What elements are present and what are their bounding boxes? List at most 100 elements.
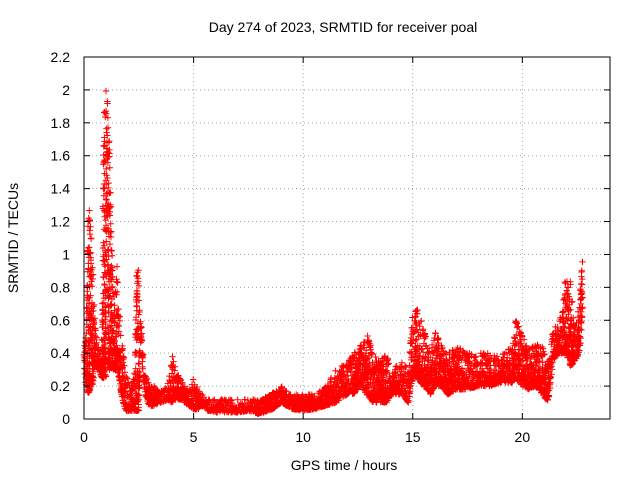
data-point-marker xyxy=(125,379,132,386)
y-tick-label: 0.6 xyxy=(51,312,71,328)
data-point-marker xyxy=(518,340,525,347)
data-point-marker xyxy=(121,369,129,376)
data-point-marker xyxy=(171,363,179,370)
y-tick-label: 2.2 xyxy=(51,49,71,65)
data-point-marker xyxy=(113,263,121,270)
data-point-marker xyxy=(560,308,568,316)
data-point-marker xyxy=(113,291,120,298)
data-point-marker xyxy=(85,341,93,349)
data-point-marker xyxy=(539,359,546,366)
data-point-marker xyxy=(104,132,111,139)
data-point-marker xyxy=(512,341,520,349)
data-point-marker xyxy=(107,228,115,235)
y-tick-label: 1 xyxy=(62,246,70,262)
data-point-marker xyxy=(86,359,93,367)
data-point-marker xyxy=(197,390,205,398)
data-point-marker xyxy=(87,260,95,267)
data-point-marker xyxy=(458,365,466,372)
data-point-marker xyxy=(384,367,391,375)
data-point-marker xyxy=(104,100,111,107)
data-point-marker xyxy=(102,87,110,95)
data-point-marker xyxy=(578,280,585,288)
data-point-marker xyxy=(414,306,421,314)
data-point-marker xyxy=(105,246,112,253)
data-point-marker xyxy=(86,230,94,238)
data-point-marker xyxy=(283,388,290,395)
data-point-marker xyxy=(570,314,577,321)
data-point-marker xyxy=(372,353,379,361)
data-point-marker xyxy=(549,359,556,366)
y-tick-label: 1.2 xyxy=(51,214,71,230)
data-point-marker xyxy=(104,174,111,182)
data-point-marker xyxy=(104,124,112,131)
data-point-marker xyxy=(140,351,147,358)
axis-tick-labels: 00.20.40.60.811.21.41.61.822.20 5 10 15 20 xyxy=(51,49,531,445)
data-point-marker xyxy=(579,304,586,311)
data-point-marker xyxy=(541,350,548,358)
data-point-marker xyxy=(107,203,114,211)
data-point-marker xyxy=(107,189,114,196)
data-point-marker xyxy=(105,179,112,187)
data-point-marker xyxy=(113,342,120,349)
data-point-marker xyxy=(492,366,500,374)
data-point-marker xyxy=(114,322,121,329)
data-point-marker xyxy=(89,271,97,278)
data-point-marker xyxy=(107,233,115,241)
data-point-marker xyxy=(412,337,419,344)
data-point-marker xyxy=(369,359,376,366)
data-point-marker xyxy=(402,363,410,371)
data-point-marker xyxy=(106,240,114,248)
data-point-marker xyxy=(106,150,113,157)
data-point-marker xyxy=(576,347,583,354)
data-point-marker xyxy=(86,244,93,251)
data-point-marker xyxy=(91,301,98,309)
y-tick-label: 1.6 xyxy=(51,148,71,164)
data-point-marker xyxy=(90,374,97,381)
data-point-marker xyxy=(536,357,543,365)
data-point-marker xyxy=(109,267,116,274)
data-point-marker xyxy=(103,238,110,245)
data-point-marker xyxy=(123,374,130,381)
data-point-marker xyxy=(576,340,583,348)
data-point-marker xyxy=(111,337,118,344)
data-point-marker xyxy=(124,375,131,382)
data-point-marker xyxy=(486,365,493,373)
data-point-marker xyxy=(135,278,142,285)
data-point-marker xyxy=(103,172,110,179)
data-point-marker xyxy=(114,279,121,286)
data-point-marker xyxy=(107,277,115,285)
data-point-marker xyxy=(109,283,116,291)
data-point-marker xyxy=(413,336,420,343)
data-point-marker xyxy=(579,294,586,301)
data-point-marker xyxy=(102,373,110,380)
data-point-marker xyxy=(563,287,570,294)
data-point-marker xyxy=(105,287,112,295)
data-point-marker xyxy=(487,369,495,376)
data-point-marker xyxy=(384,355,391,362)
data-point-marker xyxy=(86,217,93,224)
data-point-marker xyxy=(115,322,123,330)
y-tick-label: 0.4 xyxy=(51,345,71,361)
data-point-marker xyxy=(101,242,108,249)
data-point-marker xyxy=(578,267,586,274)
data-point-marker xyxy=(193,386,200,394)
x-axis-label: GPS time / hours xyxy=(291,457,398,473)
data-point-marker xyxy=(101,257,109,264)
x-tick-label: 0 xyxy=(80,429,88,445)
data-point-marker xyxy=(418,346,426,353)
chart-title: Day 274 of 2023, SRMTID for receiver poa… xyxy=(209,19,477,35)
plot-frame xyxy=(83,56,611,420)
data-point-marker xyxy=(353,386,361,393)
data-point-marker xyxy=(576,325,584,333)
data-point-marker xyxy=(410,330,417,337)
data-point-marker xyxy=(106,212,114,219)
data-point-marker xyxy=(458,357,465,364)
data-point-marker xyxy=(511,335,518,342)
data-point-marker xyxy=(460,348,467,356)
data-point-marker xyxy=(356,366,363,373)
data-point-marker xyxy=(100,151,107,159)
data-point-marker xyxy=(136,307,143,314)
data-point-marker xyxy=(568,299,575,306)
data-point-marker xyxy=(91,318,98,326)
data-point-marker xyxy=(416,342,424,350)
